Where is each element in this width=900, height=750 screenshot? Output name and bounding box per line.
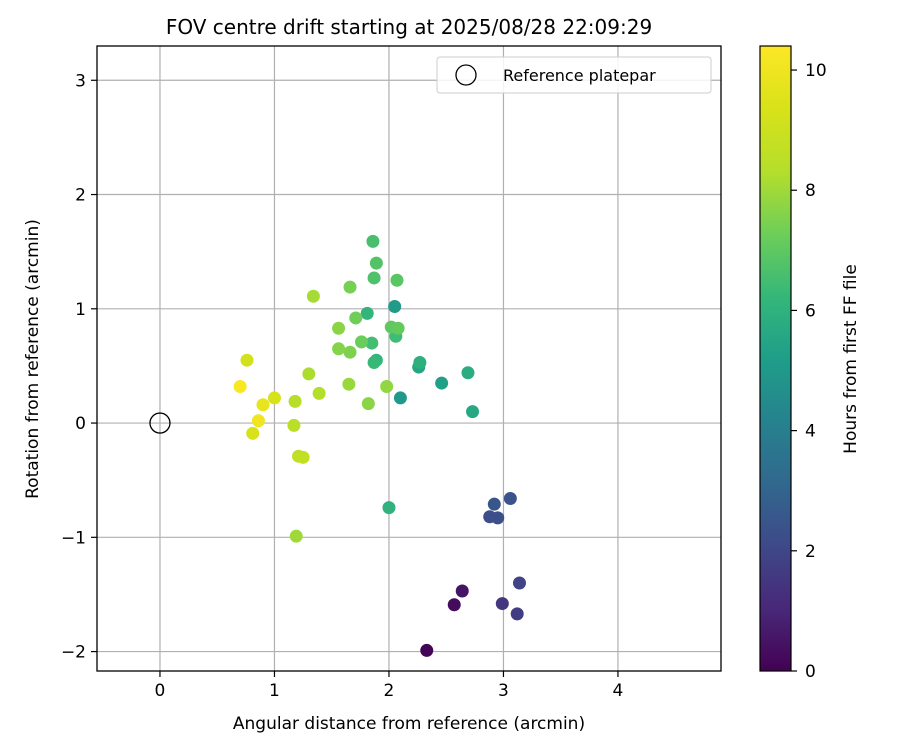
data-point bbox=[312, 386, 326, 400]
data-point bbox=[302, 367, 316, 381]
y-tick-label: −2 bbox=[61, 643, 86, 663]
x-tick-label: 2 bbox=[384, 681, 395, 701]
data-point bbox=[369, 256, 383, 270]
y-tick-label: −1 bbox=[61, 528, 86, 548]
data-point bbox=[343, 345, 357, 359]
data-point bbox=[289, 529, 303, 543]
ticks-layer: 0 1 2 3 4 −2 −1 0 1 2 3 bbox=[61, 71, 623, 701]
data-point bbox=[365, 336, 379, 350]
data-point bbox=[391, 321, 405, 335]
points-layer bbox=[233, 234, 526, 657]
chart-title: FOV centre drift starting at 2025/08/28 … bbox=[166, 15, 652, 39]
data-point bbox=[461, 366, 475, 380]
data-point bbox=[251, 414, 265, 428]
y-axis-label: Rotation from reference (arcmin) bbox=[23, 219, 43, 499]
y-tick-label: 1 bbox=[75, 300, 86, 320]
data-point bbox=[240, 353, 254, 367]
data-point bbox=[510, 607, 524, 621]
data-point bbox=[487, 497, 501, 511]
colorbar-tick-label: 0 bbox=[805, 662, 816, 682]
data-point bbox=[332, 342, 346, 356]
data-point bbox=[495, 597, 509, 611]
data-point bbox=[393, 391, 407, 405]
data-point bbox=[233, 379, 247, 393]
reference-layer bbox=[149, 412, 171, 434]
data-point bbox=[354, 335, 368, 349]
data-point bbox=[413, 355, 427, 369]
data-point bbox=[466, 405, 480, 419]
data-point bbox=[447, 598, 461, 612]
x-tick-label: 0 bbox=[155, 681, 166, 701]
x-tick-label: 3 bbox=[498, 681, 509, 701]
colorbar-tick-label: 8 bbox=[805, 181, 816, 201]
data-point bbox=[380, 379, 394, 393]
data-point bbox=[503, 491, 517, 505]
data-point bbox=[332, 321, 346, 335]
data-point bbox=[342, 377, 356, 391]
legend-reference-marker bbox=[455, 64, 477, 86]
reference-platepar-marker bbox=[149, 412, 171, 434]
data-point bbox=[367, 271, 381, 285]
data-point bbox=[420, 643, 434, 657]
data-point bbox=[267, 391, 281, 405]
legend: Reference platepar bbox=[436, 56, 712, 94]
x-tick-label: 4 bbox=[613, 681, 624, 701]
colorbar-tick-label: 6 bbox=[805, 301, 816, 321]
x-axis-label: Angular distance from reference (arcmin) bbox=[233, 714, 585, 734]
colorbar-tick-label: 2 bbox=[805, 542, 816, 562]
data-point bbox=[512, 576, 526, 590]
data-point bbox=[287, 418, 301, 432]
colorbar-label: Hours from first FF file bbox=[841, 264, 861, 454]
y-tick-label: 2 bbox=[75, 186, 86, 206]
data-point bbox=[455, 584, 469, 598]
colorbar-tick-label: 4 bbox=[805, 422, 816, 442]
y-tick-label: 3 bbox=[75, 71, 86, 91]
data-point bbox=[390, 273, 404, 287]
colorbar-gradient bbox=[759, 45, 792, 672]
legend-box bbox=[436, 56, 712, 94]
data-point bbox=[349, 311, 363, 325]
data-point bbox=[491, 511, 505, 525]
data-point bbox=[343, 280, 357, 294]
data-point bbox=[246, 426, 260, 440]
data-point bbox=[256, 398, 270, 412]
y-tick-label: 0 bbox=[75, 414, 86, 434]
data-point bbox=[388, 300, 402, 314]
colorbar: 0 2 4 6 8 10 Hours from first FF file bbox=[759, 45, 861, 682]
x-tick-label: 1 bbox=[269, 681, 280, 701]
legend-label-reference-platepar: Reference platepar bbox=[503, 66, 656, 85]
colorbar-tick-label: 10 bbox=[805, 61, 827, 81]
data-point bbox=[296, 450, 310, 464]
data-point bbox=[361, 397, 375, 411]
data-point bbox=[360, 306, 374, 320]
data-point bbox=[366, 234, 380, 248]
data-point bbox=[367, 355, 381, 369]
data-point bbox=[435, 376, 449, 390]
data-point bbox=[382, 501, 396, 515]
data-point bbox=[288, 394, 302, 408]
data-point bbox=[306, 289, 320, 303]
colorbar-ticks: 0 2 4 6 8 10 bbox=[791, 61, 827, 682]
plot-frame bbox=[96, 45, 722, 672]
